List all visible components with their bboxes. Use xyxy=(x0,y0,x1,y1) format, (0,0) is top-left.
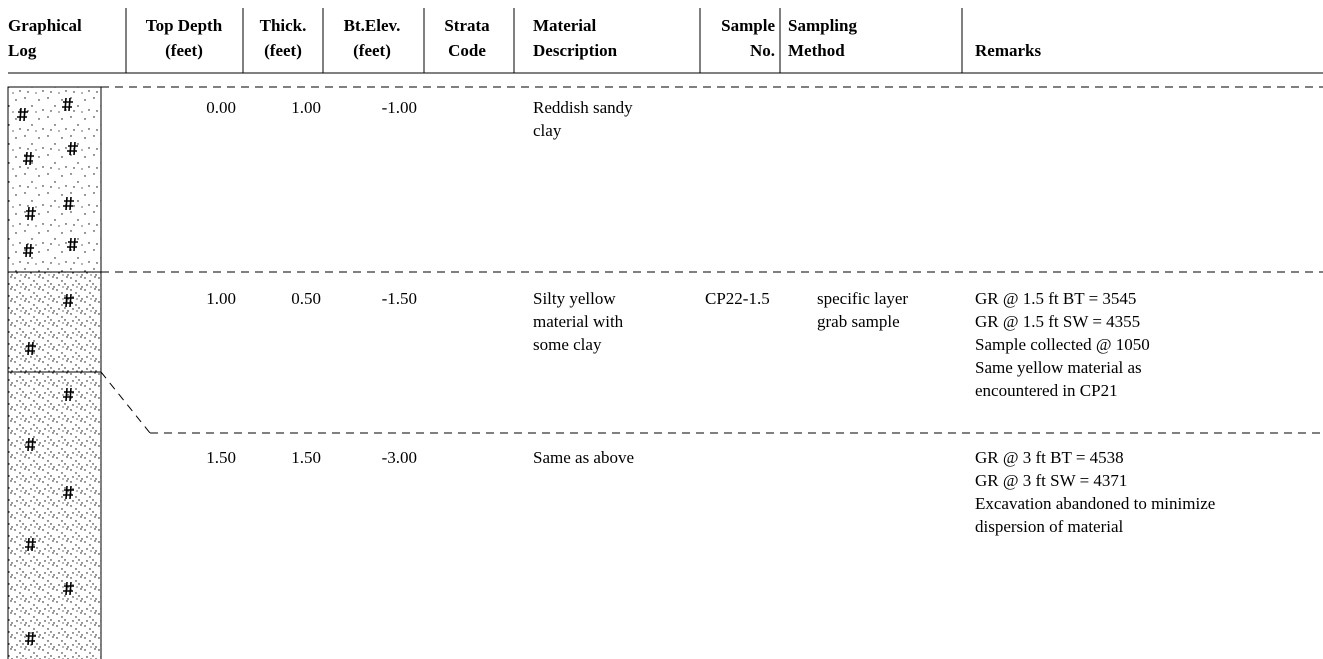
column-header: (feet) xyxy=(353,41,391,60)
log-symbol xyxy=(63,581,74,596)
top-depth: 1.50 xyxy=(206,448,236,467)
column-header: Log xyxy=(8,41,37,60)
log-symbol xyxy=(17,107,28,122)
thickness: 1.00 xyxy=(291,98,321,117)
log-symbol xyxy=(67,141,78,156)
log-layer xyxy=(7,371,102,659)
material-description: some clay xyxy=(533,335,602,354)
thickness: 0.50 xyxy=(291,289,321,308)
remarks: GR @ 1.5 ft BT = 3545 xyxy=(975,289,1136,308)
log-symbol xyxy=(62,97,73,112)
column-header: Sampling xyxy=(788,16,857,35)
column-header: No. xyxy=(750,41,775,60)
column-header: Top Depth xyxy=(146,16,223,35)
remarks: GR @ 3 ft BT = 4538 xyxy=(975,448,1124,467)
column-header: Code xyxy=(448,41,486,60)
log-symbol xyxy=(67,237,78,252)
material-description: Silty yellow xyxy=(533,289,616,308)
column-header: Remarks xyxy=(975,41,1041,60)
log-symbol xyxy=(63,485,74,500)
column-header: Description xyxy=(533,41,618,60)
remarks: GR @ 1.5 ft SW = 4355 xyxy=(975,312,1140,331)
remarks: Sample collected @ 1050 xyxy=(975,335,1150,354)
column-header: (feet) xyxy=(165,41,203,60)
column-header: Method xyxy=(788,41,845,60)
material-description: Reddish sandy xyxy=(533,98,633,117)
log-layer xyxy=(7,86,102,273)
thickness: 1.50 xyxy=(291,448,321,467)
bt-elev: -1.50 xyxy=(382,289,417,308)
bt-elev: -3.00 xyxy=(382,448,417,467)
column-header: Graphical xyxy=(8,16,82,35)
row-divider xyxy=(100,371,151,434)
column-header: Material xyxy=(533,16,597,35)
material-description: material with xyxy=(533,312,624,331)
column-header: Sample xyxy=(721,16,775,35)
sampling-method: specific layer xyxy=(817,289,908,308)
log-symbol xyxy=(25,631,36,646)
log-symbol xyxy=(25,206,36,221)
log-symbol xyxy=(23,243,34,258)
column-header: Bt.Elev. xyxy=(344,16,401,35)
log-symbol xyxy=(25,437,36,452)
log-symbol xyxy=(63,293,74,308)
log-symbol xyxy=(63,387,74,402)
remarks: dispersion of material xyxy=(975,517,1124,536)
material-description: Same as above xyxy=(533,448,634,467)
remarks: Excavation abandoned to minimize xyxy=(975,494,1215,513)
log-symbol xyxy=(63,196,74,211)
remarks: GR @ 3 ft SW = 4371 xyxy=(975,471,1127,490)
remarks: Same yellow material as xyxy=(975,358,1142,377)
log-symbol xyxy=(23,151,34,166)
remarks: encountered in CP21 xyxy=(975,381,1118,400)
material-description: clay xyxy=(533,121,562,140)
column-header: (feet) xyxy=(264,41,302,60)
log-symbol xyxy=(25,537,36,552)
column-header: Strata xyxy=(444,16,490,35)
sample-no: CP22-1.5 xyxy=(705,289,770,308)
column-header: Thick. xyxy=(260,16,307,35)
bt-elev: -1.00 xyxy=(382,98,417,117)
log-layer xyxy=(7,271,102,373)
top-depth: 1.00 xyxy=(206,289,236,308)
top-depth: 0.00 xyxy=(206,98,236,117)
log-symbol xyxy=(25,341,36,356)
sampling-method: grab sample xyxy=(817,312,900,331)
